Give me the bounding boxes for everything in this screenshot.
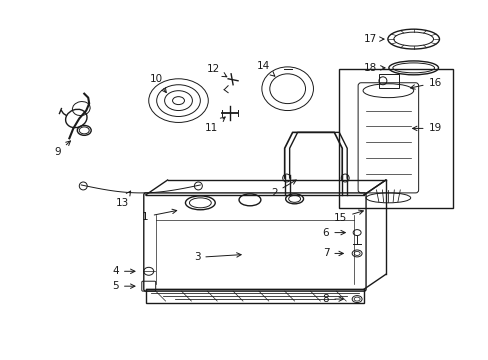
Text: 2: 2	[270, 180, 296, 198]
Text: 19: 19	[412, 123, 441, 134]
Text: 12: 12	[206, 64, 226, 77]
Text: 6: 6	[322, 228, 345, 238]
Text: 1: 1	[142, 209, 176, 222]
Text: 16: 16	[410, 78, 441, 89]
Text: 13: 13	[116, 191, 130, 208]
Bar	[339, 69, 452, 208]
Bar	[378, 74, 398, 88]
Text: 18: 18	[363, 63, 384, 73]
Text: 9: 9	[55, 141, 70, 157]
Text: 15: 15	[333, 210, 363, 223]
Text: 11: 11	[204, 117, 224, 134]
Text: 7: 7	[322, 248, 343, 258]
Text: 5: 5	[112, 281, 135, 291]
Text: 10: 10	[149, 74, 166, 93]
Text: 3: 3	[193, 252, 241, 262]
Text: 17: 17	[363, 34, 383, 44]
Bar	[145, 289, 364, 303]
Text: 8: 8	[322, 294, 343, 304]
Text: 4: 4	[112, 266, 135, 276]
Text: 14: 14	[256, 61, 274, 76]
